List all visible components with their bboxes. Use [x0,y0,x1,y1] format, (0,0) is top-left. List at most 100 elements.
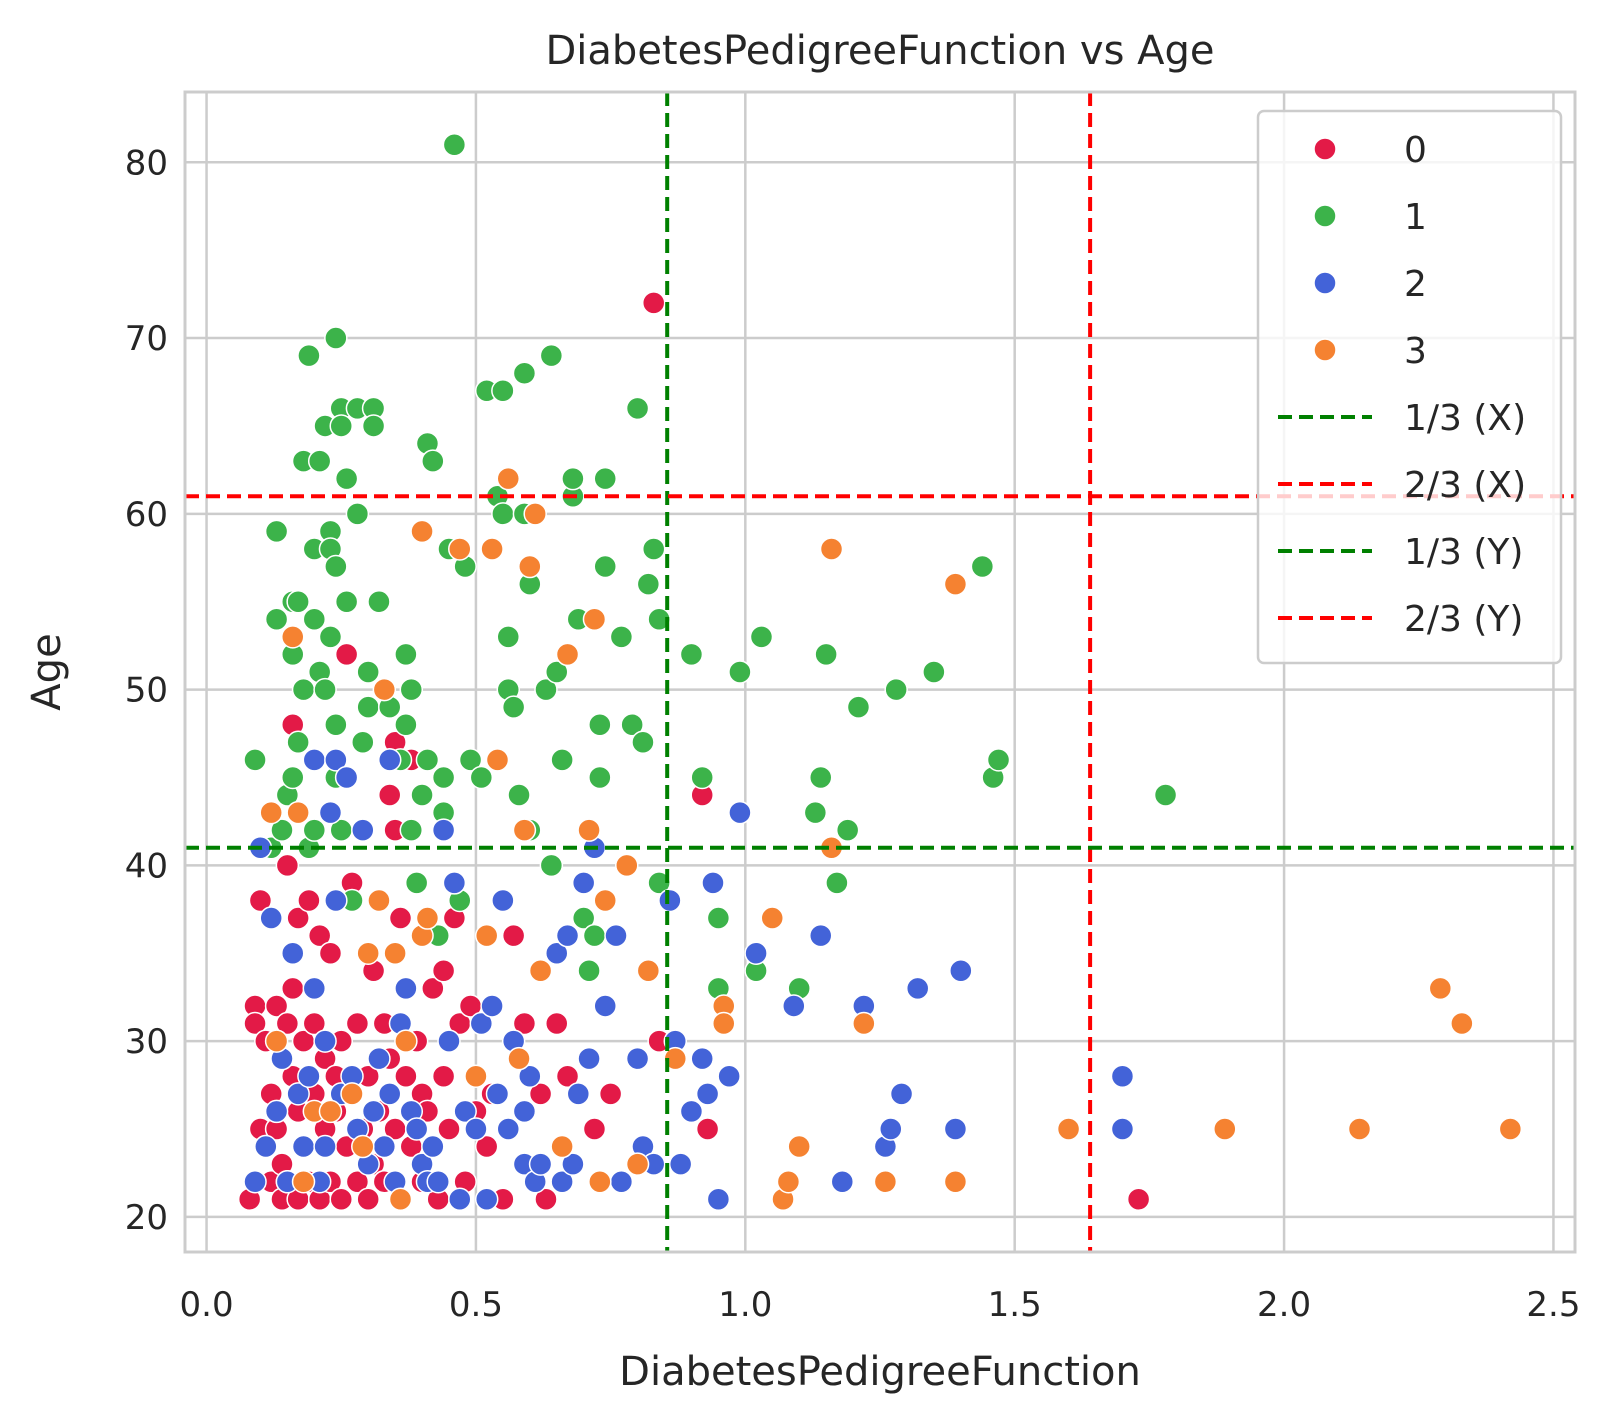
data-point-series-2 [496,1117,521,1141]
x-tick-label: 2.0 [1257,1285,1311,1325]
data-point-series-0 [318,941,343,965]
data-point-series-0 [394,1064,418,1088]
data-point-series-2 [577,1046,601,1071]
data-point-series-1 [394,642,418,667]
data-point-series-0 [302,1011,327,1036]
data-point-series-0 [437,1117,461,1141]
data-point-series-1 [539,343,564,368]
data-point-series-1 [356,695,380,719]
data-point-series-2 [442,871,467,895]
data-point-series-3 [410,519,434,544]
data-point-series-2 [281,941,305,965]
data-point-series-2 [431,818,456,842]
data-point-series-0 [474,1134,499,1159]
data-point-series-1 [270,818,294,842]
data-point-series-2 [318,800,343,825]
data-point-series-1 [281,765,305,790]
data-point-series-3 [873,1169,898,1194]
data-point-series-3 [1450,1011,1474,1036]
legend-marker [1313,204,1337,228]
data-point-series-3 [615,853,639,878]
data-point-series-2 [518,1064,542,1088]
data-point-series-2 [528,1152,553,1176]
data-point-series-1 [641,537,666,561]
data-point-series-0 [345,1011,370,1036]
data-point-series-3 [507,1046,531,1071]
data-point-series-1 [356,660,380,684]
data-point-series-2 [550,1169,574,1194]
y-axis-label: Age [24,633,70,710]
data-point-series-1 [399,818,424,842]
data-point-series-1 [690,765,714,790]
data-point-series-3 [1056,1117,1081,1141]
data-point-series-0 [243,1011,267,1036]
data-point-series-1 [835,818,860,842]
data-point-series-3 [1347,1117,1372,1141]
data-point-series-2 [571,871,596,895]
data-point-series-2 [361,1099,386,1124]
data-point-series-1 [588,765,612,790]
data-point-series-2 [695,1082,720,1106]
data-point-series-2 [464,1117,488,1141]
data-point-series-2 [566,1082,591,1106]
data-point-series-3 [291,1169,316,1194]
data-point-series-2 [485,1082,510,1106]
data-point-series-2 [313,1029,337,1053]
data-point-series-2 [313,1134,337,1159]
data-point-series-3 [1428,976,1453,1001]
data-point-series-1 [814,642,838,667]
data-point-series-1 [970,554,995,579]
data-point-series-0 [329,1187,353,1212]
data-point-series-0 [528,1082,553,1106]
data-point-series-3 [485,748,510,772]
x-tick-label: 2.5 [1526,1285,1580,1325]
data-point-series-1 [399,677,424,702]
legend-label: 1 [1404,197,1427,238]
data-point-series-3 [281,625,305,649]
data-point-series-2 [259,906,283,930]
data-point-series-0 [512,1011,537,1036]
data-point-series-1 [512,361,537,385]
data-point-series-2 [254,1134,278,1159]
data-point-series-1 [728,660,752,684]
data-point-series-0 [345,1169,370,1194]
data-point-series-3 [625,1152,650,1176]
data-point-series-1 [286,589,310,614]
legend-label: 1/3 (X) [1404,398,1526,439]
data-point-series-1 [749,625,774,649]
data-point-series-3 [518,554,542,579]
data-point-series-1 [415,748,440,772]
data-point-series-3 [760,906,784,930]
data-point-series-1 [431,765,456,790]
data-point-series-2 [394,976,418,1001]
data-point-series-1 [286,730,310,755]
data-point-series-3 [356,941,380,965]
data-point-series-1 [922,660,946,684]
data-point-series-1 [550,748,574,772]
data-point-series-2 [658,888,682,913]
data-point-series-3 [340,1082,364,1106]
data-point-series-1 [593,554,617,579]
data-point-series-2 [668,1152,693,1176]
data-point-series-2 [593,994,617,1018]
data-point-series-0 [582,1117,607,1141]
y-tick-label: 50 [125,671,168,711]
data-point-series-2 [469,1011,494,1036]
data-point-series-1 [324,554,348,579]
data-point-series-0 [598,1082,623,1106]
legend: 0 1 2 3 1/3 (X) 2/3 (X) 1/3 (Y) 2/3 (Y) [1256,109,1563,665]
x-tick-label: 0.0 [180,1285,234,1325]
data-point-series-0 [388,906,413,930]
data-point-series-3 [577,818,601,842]
data-point-series-1 [302,818,327,842]
data-point-series-0 [377,783,402,807]
data-point-series-2 [690,1046,714,1071]
data-point-series-1 [313,677,337,702]
data-point-series-2 [808,923,833,948]
data-point-series-0 [264,994,289,1018]
data-point-series-2 [448,1187,472,1212]
data-point-series-1 [324,712,348,737]
x-tick-label: 1.0 [718,1285,772,1325]
data-point-series-3 [555,642,580,667]
